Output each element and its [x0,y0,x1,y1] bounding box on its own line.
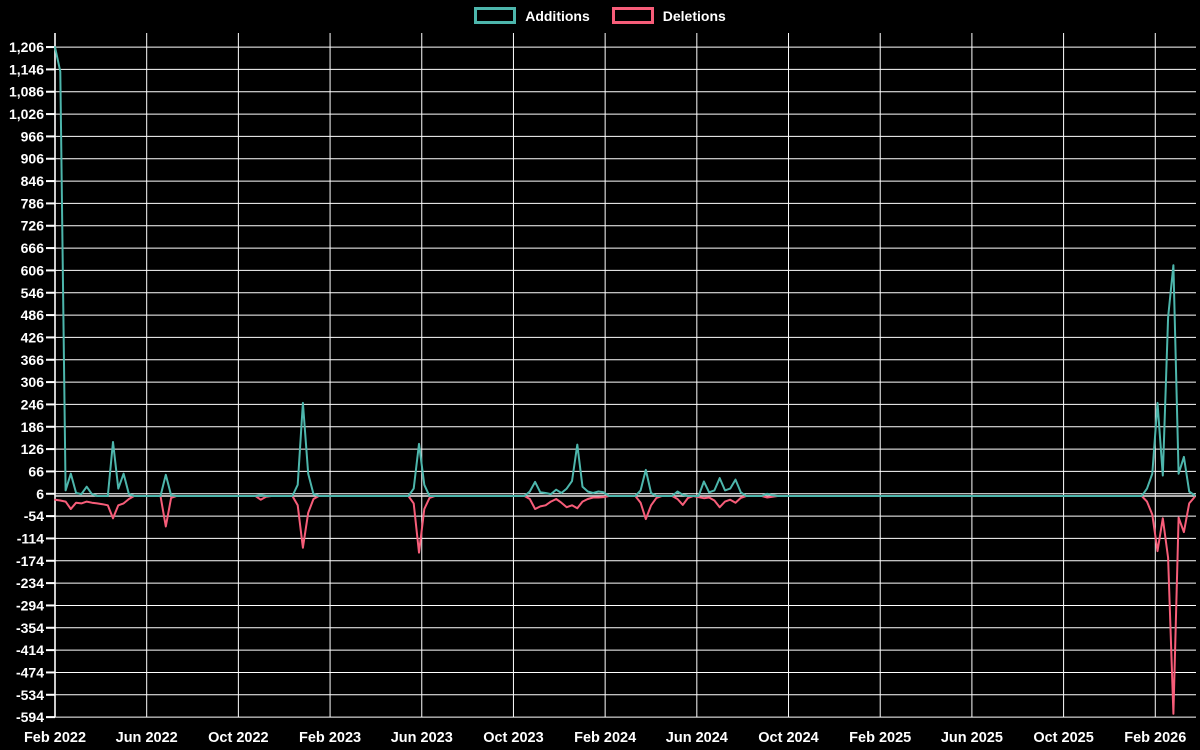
y-tick-label: -474 [16,664,44,680]
x-tick-label: Feb 2025 [849,730,911,746]
y-tick-label: 1,206 [9,39,44,55]
y-tick-label: -414 [16,642,44,658]
y-tick-label: 486 [21,307,45,323]
y-tick-label: -54 [24,508,44,524]
y-tick-label: 126 [21,441,45,457]
legend-label-additions: Additions [525,7,590,24]
y-tick-label: 1,026 [9,106,44,122]
y-tick-label: -234 [16,575,44,591]
x-tick-label: Jun 2024 [666,730,728,746]
y-tick-label: 1,146 [9,61,44,77]
deletions-line-series [54,495,1196,715]
y-tick-label: 366 [21,352,45,368]
x-tick-label: Jun 2023 [391,730,453,746]
x-tick-label: Oct 2024 [758,730,818,746]
y-tick-label: -594 [16,709,44,725]
y-tick-label: 666 [21,240,45,256]
x-tick-label: Jun 2025 [941,730,1003,746]
y-tick-label: 966 [21,128,45,144]
y-tick-label: -534 [16,687,44,703]
x-tick-label: Oct 2022 [208,730,268,746]
y-tick-label: -114 [17,530,44,546]
x-tick-label: Jun 2022 [116,730,178,746]
y-tick-label: 546 [21,285,45,301]
y-tick-label: 186 [21,419,45,435]
additions-swatch-icon [474,7,517,24]
y-tick-label: 246 [21,396,45,412]
y-tick-label: 66 [28,463,44,479]
x-tick-label: Oct 2025 [1033,730,1093,746]
chart-legend: Additions Deletions [0,7,1200,24]
y-tick-label: -294 [16,597,44,613]
legend-label-deletions: Deletions [662,7,726,24]
y-tick-label: 1,086 [9,84,44,100]
legend-item-additions[interactable]: Additions [474,7,590,24]
y-tick-label: 426 [21,329,45,345]
y-tick-label: 606 [21,262,45,278]
y-tick-label: -354 [16,620,44,636]
y-tick-label: 726 [21,218,45,234]
y-tick-label: 846 [21,173,45,189]
x-tick-label: Oct 2023 [483,730,543,746]
y-tick-label: 786 [21,195,45,211]
y-tick-label: 906 [21,151,45,167]
additions-line-series [54,46,1196,497]
y-tick-label: 6 [36,486,44,502]
legend-item-deletions[interactable]: Deletions [611,7,726,24]
x-tick-label: Feb 2024 [574,730,636,746]
y-tick-label: 306 [21,374,45,390]
x-tick-label: Feb 2022 [24,730,86,746]
deletions-swatch-icon [611,7,654,24]
x-tick-label: Feb 2023 [299,730,361,746]
y-tick-label: -174 [16,553,44,569]
x-tick-label: Feb 2026 [1124,730,1186,746]
